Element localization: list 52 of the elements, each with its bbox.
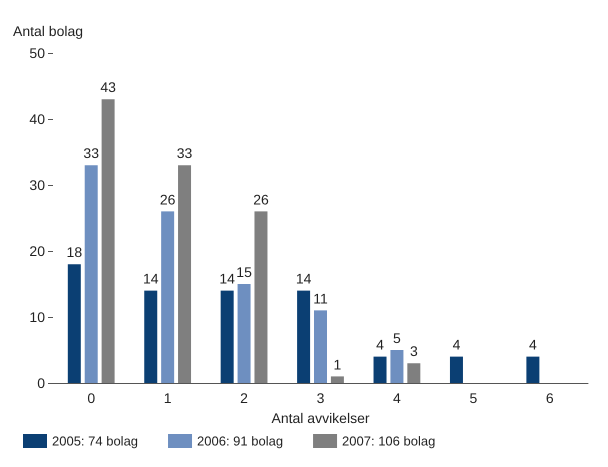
x-tick-label: 6 — [546, 390, 554, 406]
bar — [297, 290, 310, 383]
bar — [144, 290, 158, 383]
bar — [220, 290, 234, 383]
data-label: 15 — [236, 264, 252, 280]
legend-label: 2006: 91 bolag — [197, 434, 284, 448]
data-label: 5 — [393, 330, 402, 346]
data-label: 14 — [219, 270, 236, 287]
data-label: 3 — [410, 343, 418, 360]
y-tick-label: 20 — [29, 243, 46, 259]
legend-label: 2005: 74 bolag — [52, 434, 138, 448]
data-label: 11 — [313, 290, 328, 306]
y-tick-label: 50 — [29, 45, 46, 61]
bar — [314, 310, 327, 383]
x-tick-label: 4 — [393, 390, 402, 406]
x-tick-label: 1 — [164, 390, 172, 406]
x-tick-label: 5 — [469, 390, 478, 406]
bar — [102, 99, 115, 383]
bar — [374, 356, 387, 383]
data-label: 43 — [100, 79, 116, 96]
bar — [526, 356, 540, 383]
y-tick-label: 30 — [29, 177, 46, 193]
x-tick-label: 3 — [316, 390, 325, 406]
y-tick-label: 40 — [29, 111, 46, 127]
data-label: 26 — [160, 191, 176, 208]
data-label: 14 — [142, 270, 159, 287]
data-label: 1 — [334, 356, 342, 372]
x-tick-label: 2 — [240, 390, 248, 406]
bar — [238, 284, 251, 383]
data-label: 26 — [253, 191, 269, 208]
bar — [407, 363, 420, 383]
data-label: 4 — [376, 336, 384, 353]
data-label: 4 — [452, 336, 461, 353]
bar — [68, 264, 81, 383]
data-label: 14 — [296, 270, 312, 287]
bar — [390, 350, 404, 383]
bar — [161, 211, 174, 383]
bar — [178, 165, 192, 383]
data-label: 33 — [83, 145, 100, 162]
data-label: 18 — [66, 244, 82, 260]
y-tick-label: 10 — [29, 309, 46, 325]
bar — [84, 165, 98, 383]
x-axis-title: Antal avvikelser — [271, 410, 370, 426]
legend-label: 2007: 106 bolag — [342, 434, 436, 448]
bar — [330, 376, 344, 383]
data-label: 33 — [176, 145, 193, 162]
y-axis-title: Antal bolag — [13, 23, 84, 39]
y-tick-label: 0 — [37, 375, 46, 391]
bar — [254, 211, 268, 383]
x-tick-label: 0 — [87, 390, 96, 406]
data-label: 4 — [528, 336, 537, 353]
bar — [450, 356, 463, 383]
